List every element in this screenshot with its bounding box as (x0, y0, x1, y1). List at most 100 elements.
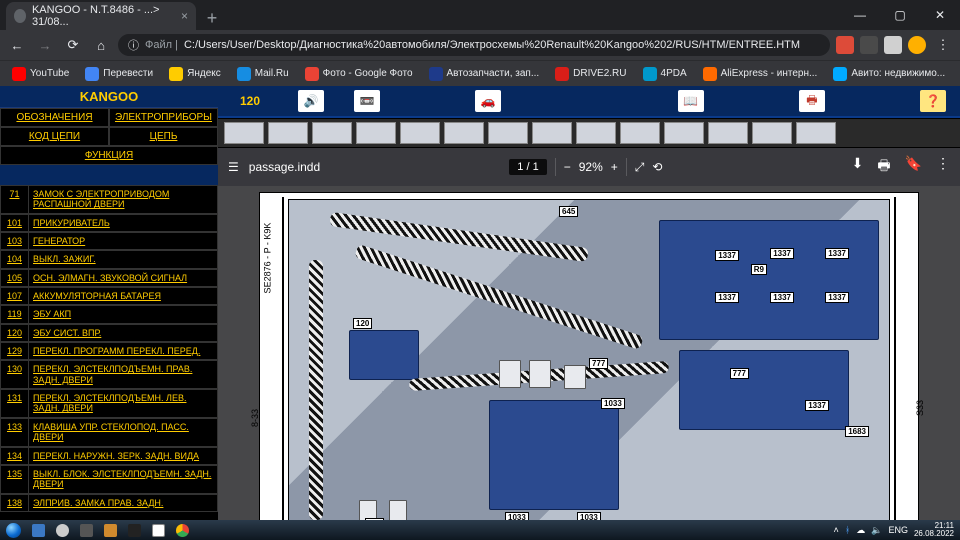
zoom-in-button[interactable]: + (611, 160, 618, 174)
component-row[interactable]: 135ВЫКЛ. БЛОК. ЭЛСТЕКЛПОДЪЕМН. ЗАДН. ДВЕ… (0, 465, 218, 494)
back-button[interactable]: ← (6, 38, 28, 53)
thumbnail[interactable] (444, 122, 484, 144)
link-funktsiya[interactable]: ФУНКЦИЯ (0, 146, 218, 165)
bookmark-item[interactable]: Mail.Ru (231, 65, 295, 83)
component-row[interactable]: 103ГЕНЕРАТОР (0, 232, 218, 250)
more-icon[interactable]: ⋮ (936, 155, 950, 179)
component-row[interactable]: 71ЗАМОК С ЭЛЕКТРОПРИВОДОМ РАСПАШНОЙ ДВЕР… (0, 185, 218, 214)
task-icon[interactable] (50, 520, 74, 540)
fit-page-icon[interactable]: ⤢ (635, 160, 645, 175)
tray-clock[interactable]: 21:11 26.08.2022 (914, 522, 954, 538)
link-oboznacheniya[interactable]: ОБОЗНАЧЕНИЯ (0, 108, 109, 127)
thumbnail[interactable] (752, 122, 792, 144)
task-chrome[interactable] (170, 520, 194, 540)
thumbnail[interactable] (796, 122, 836, 144)
link-kod-tsepi[interactable]: КОД ЦЕПИ (0, 127, 109, 146)
browser-tab[interactable]: KANGOO - N.T.8486 - ...> 31/08... × (6, 2, 196, 30)
maximize-button[interactable]: ▢ (880, 0, 920, 30)
bookmark-icon[interactable]: 🔖 (905, 155, 922, 179)
minimize-button[interactable]: ― (840, 0, 880, 30)
thumbnail[interactable] (356, 122, 396, 144)
component-row[interactable]: 134ПЕРЕКЛ. НАРУЖН. ЗЕРК. ЗАДН. ВИДА (0, 447, 218, 465)
thumbnail[interactable] (268, 122, 308, 144)
task-icon[interactable] (146, 520, 170, 540)
tool-icon[interactable]: 🚗 (475, 90, 501, 112)
thumbnail[interactable] (488, 122, 528, 144)
ext-icon[interactable] (908, 36, 926, 54)
tag: 120 (353, 318, 372, 329)
component-row[interactable]: 131ПЕРЕКЛ. ЭЛСТЕКЛПОДЪЕМН. ЛЕВ. ЗАДН. ДВ… (0, 389, 218, 418)
component-row[interactable]: 105ОСН. ЭЛМАГН. ЗВУКОВОЙ СИГНАЛ (0, 269, 218, 287)
url-bar[interactable]: ⓘ Файл | C:/Users/User/Desktop/Диагности… (118, 34, 830, 56)
tool-icon[interactable]: 🔊 (298, 90, 324, 112)
tray-chevron-icon[interactable]: ˄ (834, 525, 839, 535)
task-icon[interactable] (122, 520, 146, 540)
component-row[interactable]: 107АККУМУЛЯТОРНАЯ БАТАРЕЯ (0, 287, 218, 305)
menu-button[interactable]: ⋮ (932, 37, 954, 53)
info-icon: ⓘ (128, 37, 139, 53)
component-row[interactable]: 120ЭБУ СИСТ. ВПР. (0, 324, 218, 342)
tray-icon[interactable]: ☁ (856, 525, 865, 536)
axis-left: 8-33 (250, 409, 260, 427)
task-icon[interactable] (74, 520, 98, 540)
bookmark-item[interactable]: 4PDA (637, 65, 693, 83)
ext-icon[interactable] (836, 36, 854, 54)
tool-icon[interactable]: 📼 (354, 90, 380, 112)
sidebar-toggle-icon[interactable]: ☰ (228, 160, 239, 174)
reload-button[interactable]: ⟳ (62, 37, 84, 53)
thumbnail[interactable] (312, 122, 352, 144)
ext-icon[interactable] (884, 36, 902, 54)
tag: 1337 (825, 292, 849, 303)
start-button[interactable] (0, 520, 26, 540)
diagram-viewport[interactable]: SE2876 - P - K9K 8-33 S33 (218, 186, 960, 520)
tool-icon[interactable]: ❓ (920, 90, 946, 112)
close-tab-icon[interactable]: × (181, 9, 188, 23)
bookmark-item[interactable]: Автозапчасти, зап... (423, 65, 546, 83)
thumbnail[interactable] (664, 122, 704, 144)
component-row[interactable]: 138ЭЛПРИВ. ЗАМКА ПРАВ. ЗАДН. (0, 494, 218, 512)
link-tsep[interactable]: ЦЕПЬ (109, 127, 218, 146)
component-row[interactable]: 104ВЫКЛ. ЗАЖИГ. (0, 250, 218, 268)
taskbar: ˄ ᚼ ☁ 🔈 ENG 21:11 26.08.2022 (0, 520, 960, 540)
pdf-page-current[interactable]: 1 (517, 161, 523, 173)
bluetooth-icon[interactable]: ᚼ (845, 525, 850, 535)
thumbnail-strip[interactable] (218, 118, 960, 148)
bookmark-item[interactable]: Авито: недвижимо... (827, 65, 951, 83)
component-row[interactable]: 129ПЕРЕКЛ. ПРОГРАММ ПЕРЕКЛ. ПЕРЕД. (0, 342, 218, 360)
task-icon[interactable] (26, 520, 50, 540)
thumbnail[interactable] (620, 122, 660, 144)
close-window-button[interactable]: ✕ (920, 0, 960, 30)
component-row[interactable]: 101ПРИКУРИВАТЕЛЬ (0, 214, 218, 232)
bookmark-item[interactable]: YouTube (6, 65, 75, 83)
bookmark-item[interactable]: DRIVE2.RU (549, 65, 632, 83)
bookmark-item[interactable]: AliExpress - интерн... (697, 65, 824, 83)
zoom-level[interactable]: 92% (579, 160, 603, 174)
thumbnail[interactable] (532, 122, 572, 144)
print-icon[interactable]: 🖶 (877, 155, 890, 179)
tool-icon[interactable]: 📖 (678, 90, 704, 112)
bookmark-item[interactable]: Фото - Google Фото (299, 65, 419, 83)
component-row[interactable]: 119ЭБУ АКП (0, 305, 218, 323)
task-icon[interactable] (98, 520, 122, 540)
component-row[interactable]: 130ПЕРЕКЛ. ЭЛСТЕКЛПОДЪЕМН. ПРАВ. ЗАДН. Д… (0, 360, 218, 389)
thumbnail[interactable] (708, 122, 748, 144)
new-tab-button[interactable]: + (200, 6, 224, 30)
bookmark-item[interactable]: Режим прозвона -... (955, 65, 960, 83)
download-icon[interactable]: ⬇ (852, 155, 864, 179)
zoom-out-button[interactable]: − (564, 160, 571, 174)
link-elektropribory[interactable]: ЭЛЕКТРОПРИБОРЫ (109, 108, 218, 127)
thumbnail[interactable] (576, 122, 616, 144)
thumbnail[interactable] (400, 122, 440, 144)
component-row[interactable]: 133КЛАВИША УПР. СТЕКЛОПОД. ПАСС. ДВЕРИ (0, 418, 218, 447)
tool-icon[interactable]: 🖶 (799, 90, 825, 112)
tray-date: 26.08.2022 (914, 530, 954, 538)
thumbnail[interactable] (224, 122, 264, 144)
volume-icon[interactable]: 🔈 (871, 525, 882, 536)
bookmark-item[interactable]: Перевести (79, 65, 159, 83)
ext-icon[interactable] (860, 36, 878, 54)
home-button[interactable]: ⌂ (90, 38, 112, 53)
bookmark-item[interactable]: Яндекс (163, 65, 227, 83)
rotate-icon[interactable]: ⟲ (652, 160, 662, 174)
tray-lang[interactable]: ENG (888, 525, 908, 535)
forward-button[interactable]: → (34, 38, 56, 53)
